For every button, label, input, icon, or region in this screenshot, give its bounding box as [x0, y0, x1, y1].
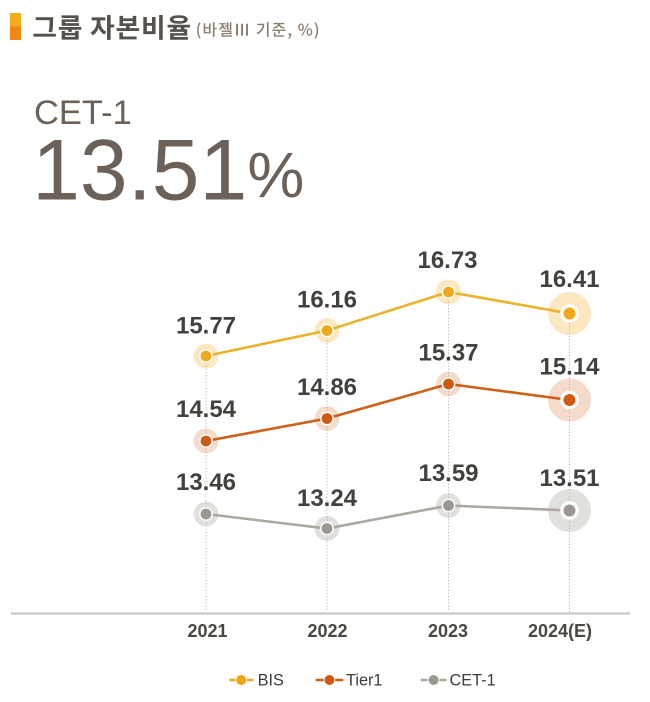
- svg-text:2023: 2023: [428, 621, 468, 641]
- svg-text:14.54: 14.54: [176, 396, 237, 423]
- svg-text:CET-1: CET-1: [450, 672, 496, 690]
- svg-text:2022: 2022: [307, 621, 347, 641]
- svg-text:13.51: 13.51: [32, 122, 247, 218]
- svg-text:13.51: 13.51: [539, 465, 599, 492]
- svg-text:2021: 2021: [187, 621, 227, 641]
- svg-text:15.37: 15.37: [418, 340, 478, 367]
- svg-text:14.86: 14.86: [297, 374, 357, 401]
- svg-text:BIS: BIS: [258, 672, 284, 690]
- svg-text:16.73: 16.73: [417, 247, 477, 274]
- svg-text:16.16: 16.16: [297, 287, 357, 314]
- svg-text:13.46: 13.46: [176, 469, 236, 496]
- svg-text:2024(E): 2024(E): [528, 621, 592, 641]
- svg-text:16.41: 16.41: [539, 266, 599, 293]
- svg-text:13.59: 13.59: [418, 460, 478, 487]
- svg-text:15.14: 15.14: [539, 354, 600, 381]
- svg-text:15.77: 15.77: [176, 313, 236, 340]
- svg-text:%: %: [247, 139, 304, 211]
- svg-text:CET-1: CET-1: [34, 94, 132, 132]
- svg-text:13.24: 13.24: [297, 485, 358, 512]
- svg-text:Tier1: Tier1: [346, 672, 383, 690]
